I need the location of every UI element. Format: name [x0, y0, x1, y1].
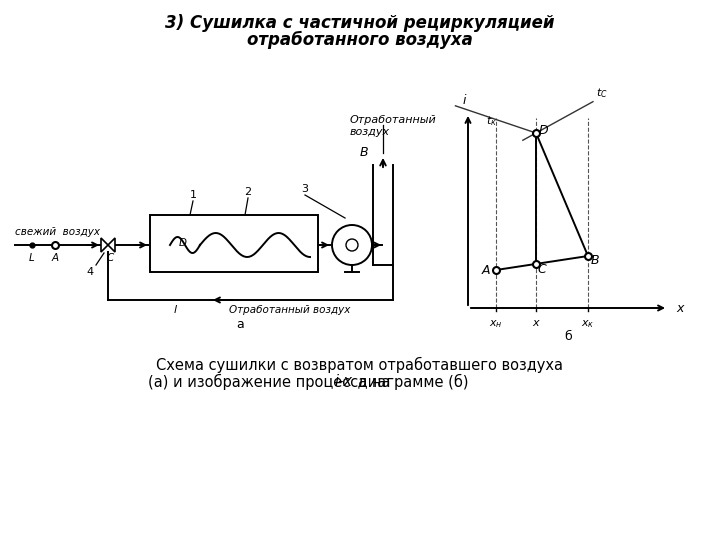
- Text: x: x: [533, 318, 539, 328]
- Text: 2: 2: [244, 187, 251, 197]
- Text: отработанного воздуха: отработанного воздуха: [247, 31, 473, 49]
- Text: (а) и изображение процесса на: (а) и изображение процесса на: [148, 374, 395, 390]
- Text: Отработанный: Отработанный: [350, 115, 437, 125]
- Text: C: C: [107, 253, 114, 263]
- Text: A: A: [51, 253, 58, 263]
- Text: i: i: [462, 94, 466, 107]
- Text: 1: 1: [189, 190, 197, 200]
- Text: $t_к$: $t_к$: [486, 114, 497, 128]
- Text: воздух: воздух: [350, 127, 390, 137]
- Text: D: D: [538, 125, 548, 138]
- Text: A: A: [482, 264, 490, 276]
- Text: Схема сушилки с возвратом отработавшего воздуха: Схема сушилки с возвратом отработавшего …: [156, 357, 564, 373]
- Circle shape: [332, 225, 372, 265]
- Polygon shape: [101, 238, 108, 252]
- Text: 3: 3: [302, 184, 308, 194]
- Text: $t_C$: $t_C$: [596, 86, 608, 100]
- Text: свежий  воздух: свежий воздух: [15, 227, 100, 237]
- Text: L: L: [29, 253, 35, 263]
- Bar: [150, 215, 318, 272]
- Text: l: l: [174, 305, 176, 315]
- Text: $x_к$: $x_к$: [581, 318, 595, 330]
- Text: 4: 4: [86, 267, 94, 277]
- Text: б: б: [564, 330, 572, 343]
- Text: а: а: [236, 318, 244, 331]
- Text: диаграмме (б): диаграмме (б): [353, 374, 468, 390]
- Text: B: B: [590, 253, 599, 267]
- Text: D: D: [179, 238, 187, 248]
- Text: $x_н$: $x_н$: [489, 318, 503, 330]
- Text: B: B: [359, 146, 368, 159]
- Text: C: C: [538, 264, 546, 276]
- Text: i-x: i-x: [334, 375, 352, 389]
- Polygon shape: [108, 238, 115, 252]
- Text: x: x: [676, 301, 683, 314]
- Text: 3) Сушилка с частичной рециркуляцией: 3) Сушилка с частичной рециркуляцией: [166, 14, 554, 32]
- Text: Отработанный воздух: Отработанный воздух: [229, 305, 351, 315]
